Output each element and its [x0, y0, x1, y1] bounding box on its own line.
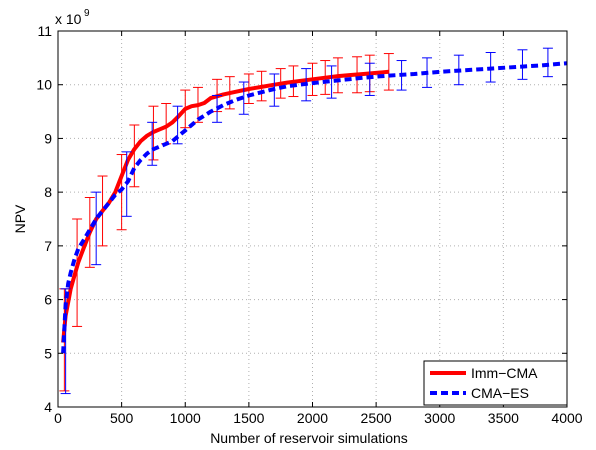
ticks: 0 500 1000 1500 2000 2500 3000 3500 4000 4 5 6 7 8 9 10…	[36, 23, 582, 426]
legend: Imm−CMA CMA−ES	[423, 360, 568, 406]
series-cma-es	[60, 47, 568, 395]
y-exponent-power: 9	[84, 8, 90, 19]
y-tick-label: 11	[37, 23, 52, 39]
x-axis-label: Number of reservoir simulations	[210, 430, 408, 446]
y-tick-label: 8	[44, 184, 52, 200]
y-tick-label: 7	[44, 238, 52, 254]
x-tick-label: 1500	[233, 410, 264, 426]
y-tick-label: 6	[44, 292, 52, 308]
y-exponent-label: x 10	[55, 11, 82, 27]
x-tick-label: 3500	[488, 410, 519, 426]
x-tick-label: 500	[110, 410, 134, 426]
y-tick-label: 9	[44, 130, 52, 146]
x-tick-label: 2500	[361, 410, 392, 426]
legend-box	[423, 360, 568, 406]
x-tick-label: 4000	[551, 410, 582, 426]
series-layer	[59, 47, 568, 395]
y-tick-label: 5	[44, 345, 52, 361]
x-tick-label: 3000	[424, 410, 455, 426]
y-axis-label: NPV	[12, 204, 28, 233]
y-tick-label: 4	[44, 399, 52, 415]
legend-label-imm-cma: Imm−CMA	[471, 365, 538, 381]
x-tick-label: 2000	[297, 410, 328, 426]
x-tick-label: 0	[54, 410, 62, 426]
y-tick-label: 10	[36, 77, 52, 93]
series-imm-cma	[59, 53, 394, 392]
legend-label-cma-es: CMA−ES	[471, 385, 529, 401]
series-line	[61, 61, 568, 354]
x-tick-label: 1000	[170, 410, 201, 426]
series-line	[61, 69, 390, 343]
